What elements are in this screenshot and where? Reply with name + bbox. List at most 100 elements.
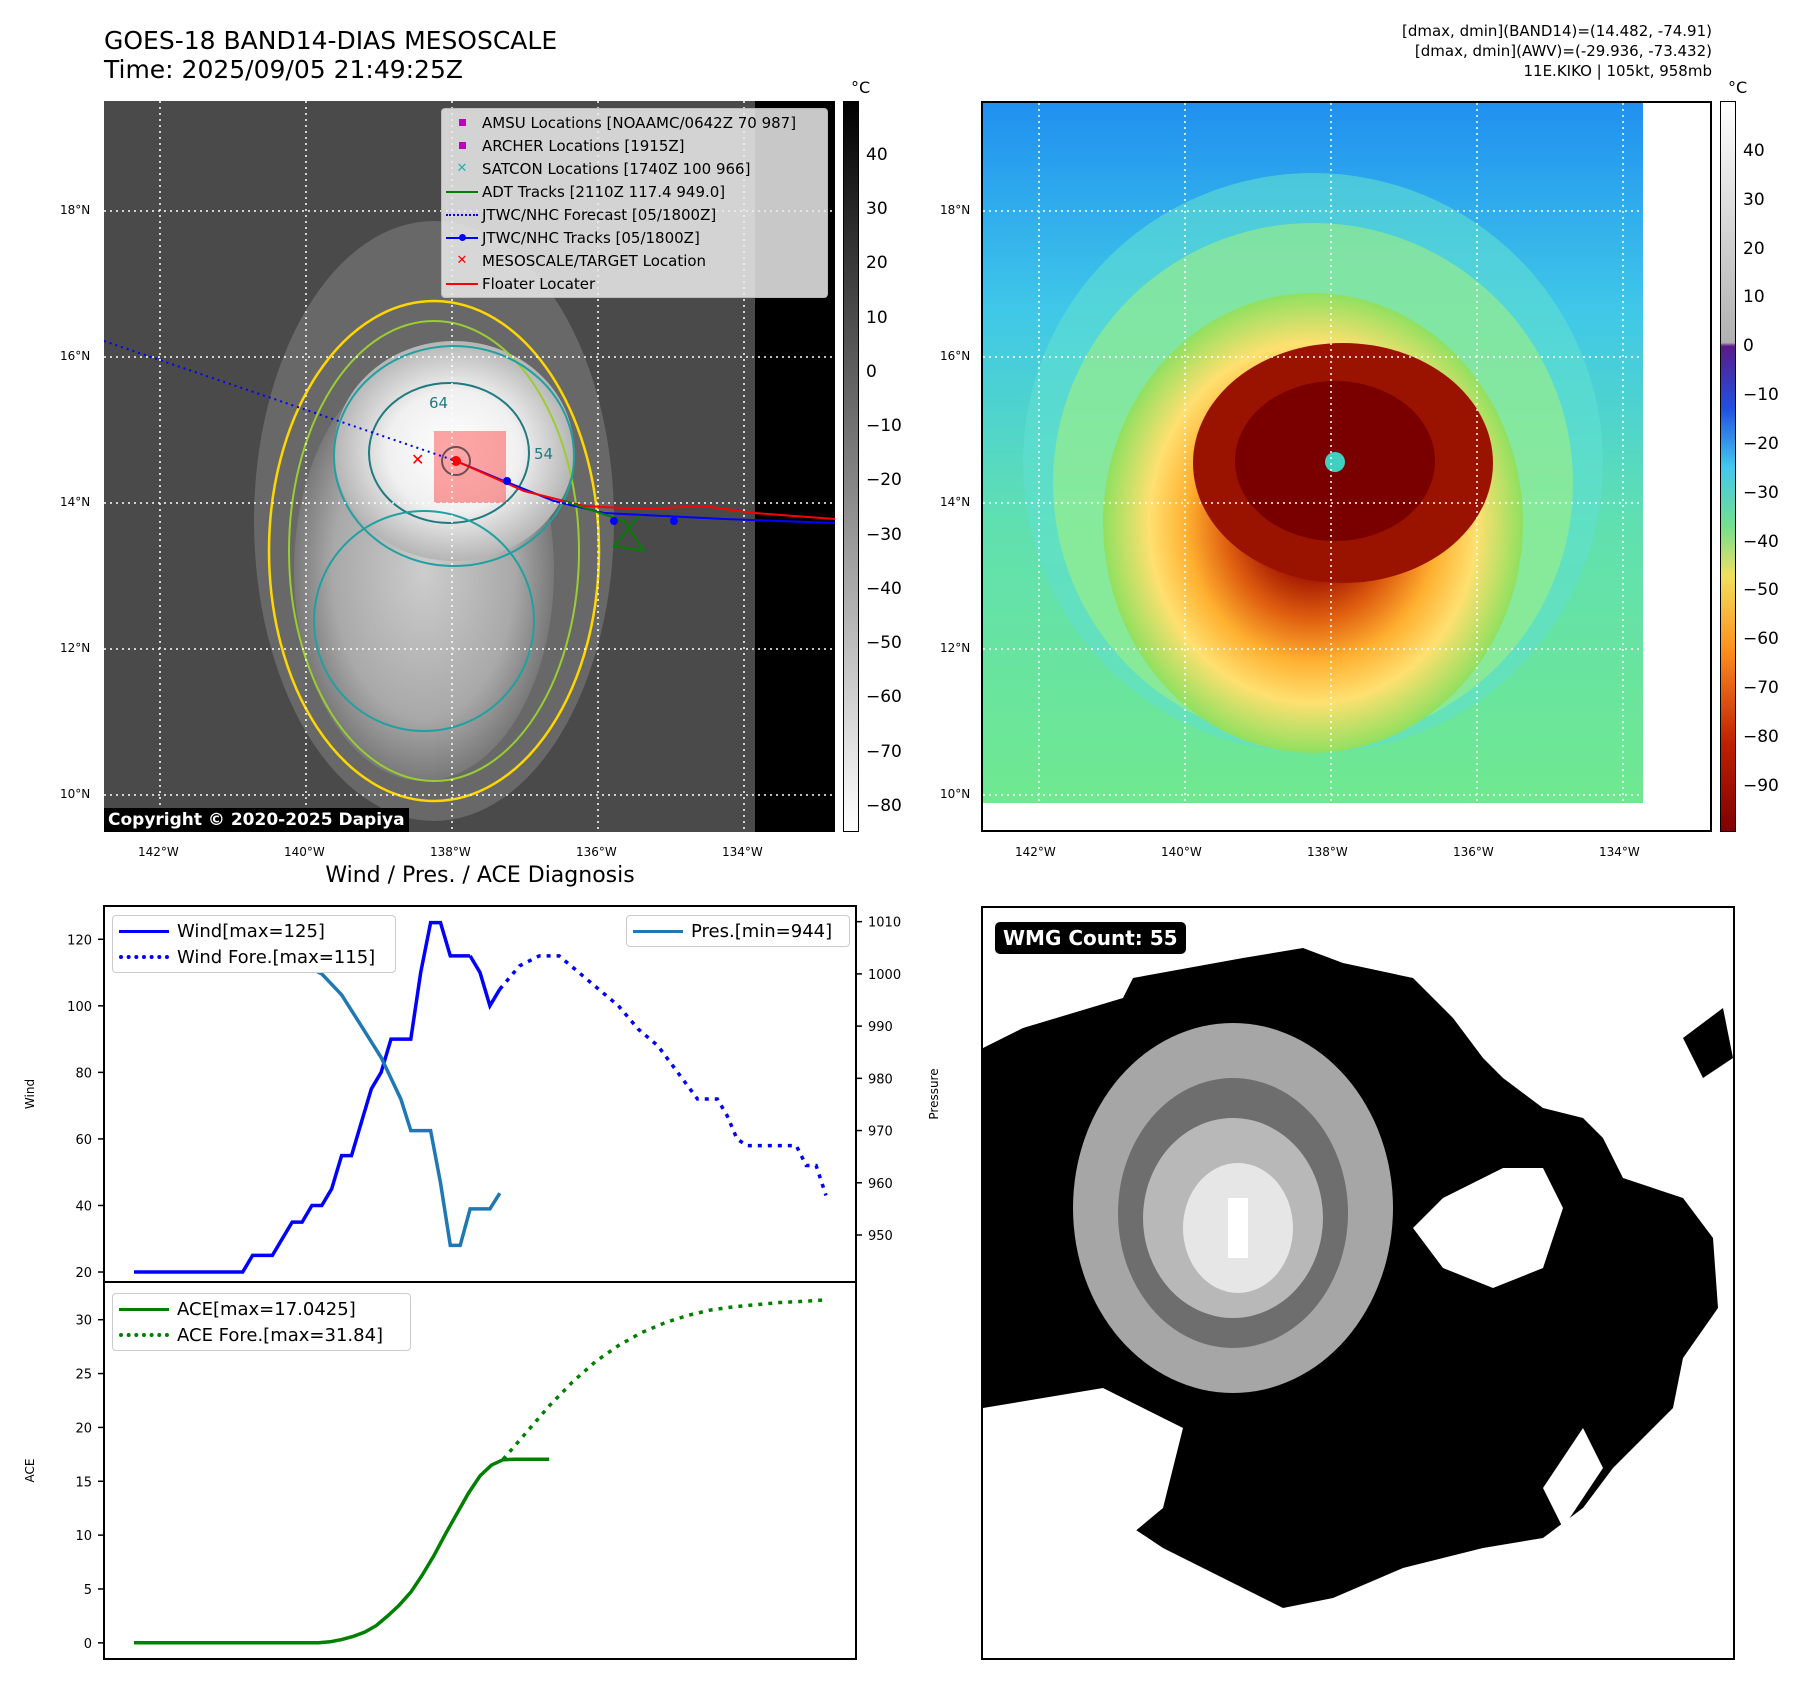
info-line3: 11E.KIKO | 105kt, 958mb [1523, 62, 1712, 80]
left-cb-tick: −20 [866, 470, 902, 490]
right-cb-tick: −60 [1743, 629, 1779, 649]
y-right-tick-label: 980 [868, 1072, 893, 1087]
series-aceforemax [501, 1298, 827, 1461]
y-axis-label: Wind [23, 1079, 37, 1109]
legend-satcon: ✕ SATCON Locations [1740Z 100 966] [456, 159, 751, 178]
right-lon-label-136: 136°W [1453, 845, 1494, 859]
y-tick-label: 15 [75, 1475, 92, 1490]
right-cb-tick: 20 [1743, 239, 1765, 259]
y-right-tick-label: 960 [868, 1177, 893, 1192]
right-cb-tick: −50 [1743, 580, 1779, 600]
y-tick-label: 5 [84, 1583, 92, 1598]
legend-wind: Wind[max=125] [119, 918, 389, 944]
y-tick-label: 20 [75, 1266, 92, 1281]
right-cb-tick: 40 [1743, 141, 1765, 161]
map-legend: AMSU Locations [NOAAMC/0642Z 70 987] ARC… [441, 108, 828, 298]
mesoscale-target-marker: ✕ [411, 450, 424, 469]
left-lat-label-10: 10°N [60, 787, 91, 801]
legend-amsu: AMSU Locations [NOAAMC/0642Z 70 987] [442, 111, 827, 134]
left-cb-tick: −60 [866, 687, 902, 707]
left-colorbar-unit: °C [851, 78, 871, 97]
series-windmax [134, 920, 471, 1274]
legend-ace-forecast: ACE Fore.[max=31.84] [119, 1322, 404, 1348]
left-cb-tick: −70 [866, 742, 902, 762]
right-cb-tick: −10 [1743, 385, 1779, 405]
left-cb-tick: 0 [866, 362, 877, 382]
pressure-legend: Pres.[min=944] [626, 915, 850, 947]
y-right-tick-label: 970 [868, 1125, 893, 1140]
awv-map-panel [981, 101, 1712, 832]
y-tick-label: 100 [67, 1000, 92, 1015]
legend-wind-forecast: Wind Fore.[max=115] [119, 944, 389, 970]
right-lat-label-12: 12°N [940, 641, 971, 655]
diagnosis-title: Wind / Pres. / ACE Diagnosis [325, 863, 635, 888]
left-lat-label-14: 14°N [60, 495, 91, 509]
y-tick-label: 10 [75, 1529, 92, 1544]
legend-jtwc-tracks: JTWC/NHC Tracks [05/1800Z] [442, 226, 827, 249]
left-cb-tick: 40 [866, 145, 888, 165]
awv-map [983, 103, 1710, 830]
wmg-count-badge: WMG Count: 55 [995, 922, 1186, 954]
adt-track [563, 500, 647, 553]
left-lon-label-142: 142°W [138, 845, 179, 859]
legend-ace: ACE[max=17.0425] [119, 1296, 404, 1322]
right-colorbar-unit: °C [1728, 78, 1748, 97]
map-title-line1: GOES-18 BAND14-DIAS MESOSCALE [104, 26, 558, 55]
y-tick-label: 120 [67, 933, 92, 948]
left-lat-label-12: 12°N [60, 641, 91, 655]
contour-label-64: 64 [429, 394, 448, 412]
left-cb-tick: −30 [866, 525, 902, 545]
right-cb-tick: −80 [1743, 727, 1779, 747]
right-lon-label-140: 140°W [1161, 845, 1202, 859]
y-right-tick-label: 990 [868, 1020, 893, 1035]
wmg-panel: WMG Count: 55 [981, 906, 1735, 1660]
info-line1: [dmax, dmin](BAND14)=(14.482, -74.91) [1401, 22, 1712, 40]
left-lon-label-134: 134°W [722, 845, 763, 859]
floater-track [455, 460, 835, 520]
legend-floater: Floater Locater [442, 272, 827, 295]
y-tick-label: 40 [75, 1199, 92, 1214]
axes-frame [103, 1281, 857, 1660]
ir-map-panel: 64 54 ✕ Copyright © 2020-2025 Dapiya [104, 101, 835, 832]
left-cb-tick: 10 [866, 308, 888, 328]
y-right-tick-label: 1010 [868, 916, 901, 931]
legend-jtwc-forecast: JTWC/NHC Forecast [05/1800Z] [442, 203, 827, 226]
y-tick-label: 0 [84, 1637, 92, 1652]
y-tick-label: 60 [75, 1133, 92, 1148]
legend-archer: ARCHER Locations [1915Z] [442, 134, 827, 157]
left-lon-label-138: 138°W [430, 845, 471, 859]
y-tick-label: 20 [75, 1421, 92, 1436]
ace-axes: 0 5 10 15 20 25 30 ACE [23, 1281, 857, 1660]
right-colorbar [1720, 101, 1736, 832]
left-lon-label-140: 140°W [284, 845, 325, 859]
legend-mesoscale: ✕ MESOSCALE/TARGET Location [456, 251, 707, 270]
y-right-tick-label: 950 [868, 1229, 893, 1244]
wmg-image [983, 948, 1733, 1658]
series-windtail [468, 955, 502, 1011]
left-colorbar [843, 101, 859, 832]
y-axis-label: ACE [23, 1459, 37, 1483]
info-line2: [dmax, dmin](AWV)=(-29.936, -73.432) [1414, 42, 1712, 60]
left-lat-label-18: 18°N [60, 203, 91, 217]
y-tick-label: 25 [75, 1368, 92, 1383]
right-lat-label-10: 10°N [940, 787, 971, 801]
wind-legend: Wind[max=125] Wind Fore.[max=115] [112, 915, 396, 973]
y-right-axis-label: Pressure [927, 1068, 941, 1119]
contour-label-54: 54 [534, 445, 553, 463]
y-right-tick-label: 1000 [868, 968, 901, 983]
left-lat-label-16: 16°N [60, 349, 91, 363]
copyright-label: Copyright © 2020-2025 Dapiya [104, 808, 409, 832]
y-tick-label: 80 [75, 1066, 92, 1081]
left-cb-tick: 20 [866, 253, 888, 273]
right-cb-tick: 30 [1743, 190, 1765, 210]
legend-adt: ADT Tracks [2110Z 117.4 949.0] [442, 180, 827, 203]
legend-pressure: Pres.[min=944] [633, 918, 843, 944]
map-title-line2: Time: 2025/09/05 21:49:25Z [104, 55, 463, 84]
right-cb-tick: −90 [1743, 776, 1779, 796]
right-lon-label-134: 134°W [1599, 845, 1640, 859]
left-cb-tick: −40 [866, 579, 902, 599]
right-cb-tick: −20 [1743, 434, 1779, 454]
right-cb-tick: −40 [1743, 532, 1779, 552]
y-tick-label: 30 [75, 1314, 92, 1329]
left-cb-tick: −50 [866, 633, 902, 653]
